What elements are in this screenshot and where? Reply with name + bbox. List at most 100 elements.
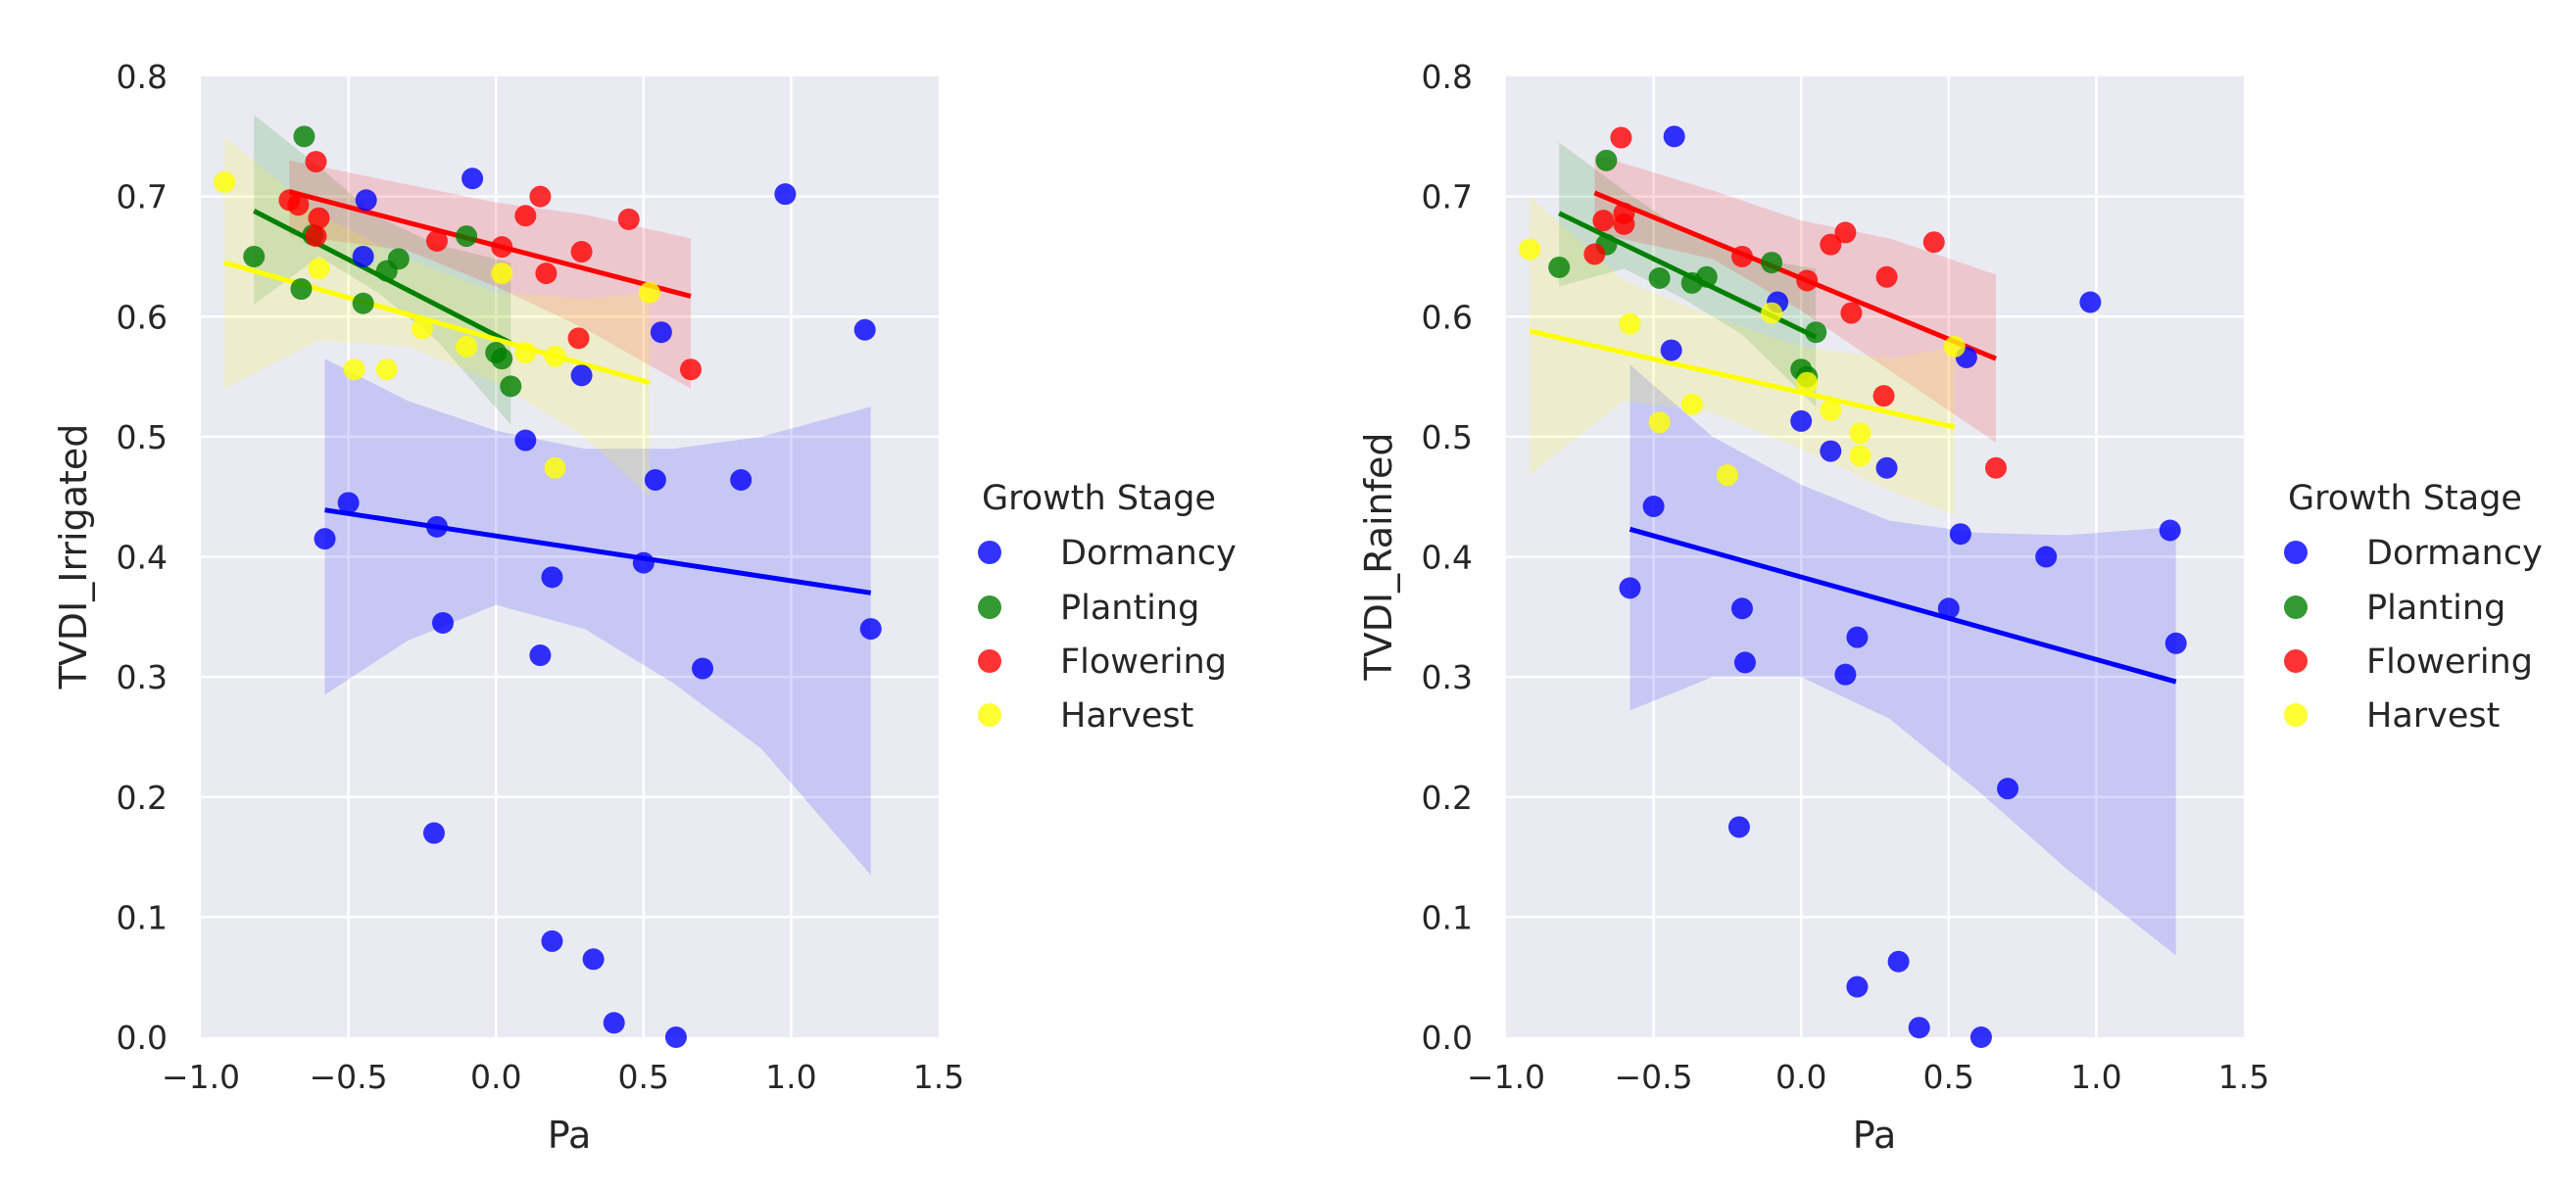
ci-band-harvest bbox=[1530, 196, 1955, 515]
x-tick-label: −0.5 bbox=[310, 1058, 388, 1096]
legend-label-flowering: Flowering bbox=[1060, 643, 1227, 682]
point-dormancy bbox=[2035, 546, 2058, 568]
y-axis-label: TVDI_Rainfed bbox=[1357, 432, 1400, 681]
point-dormancy bbox=[352, 245, 374, 267]
y-tick-label: 0.7 bbox=[1422, 178, 1473, 216]
point-dormancy bbox=[337, 492, 360, 514]
point-planting bbox=[491, 348, 513, 370]
point-dormancy bbox=[774, 183, 797, 206]
point-flowering bbox=[287, 194, 310, 216]
point-planting bbox=[500, 375, 522, 398]
point-harvest bbox=[214, 170, 236, 193]
fit-line-harvest bbox=[1529, 328, 1956, 430]
point-harvest bbox=[1519, 238, 1541, 261]
point-planting bbox=[290, 278, 313, 301]
legend-marker-harvest bbox=[978, 703, 1001, 727]
point-dormancy bbox=[570, 364, 593, 387]
x-tick-label: 0.0 bbox=[470, 1058, 521, 1096]
point-harvest bbox=[1619, 312, 1641, 335]
point-harvest bbox=[1820, 399, 1842, 421]
point-dormancy bbox=[462, 167, 484, 190]
legend-item-flowering: Flowering bbox=[978, 643, 1227, 682]
point-dormancy bbox=[1820, 440, 1842, 462]
point-flowering bbox=[514, 205, 537, 227]
legend-marker-planting bbox=[2284, 596, 2308, 619]
ci-band-dormancy bbox=[1629, 364, 2176, 956]
y-tick-label: 0.2 bbox=[1422, 779, 1473, 817]
ci-band-harvest bbox=[224, 136, 650, 498]
y-axis-label: TVDI_Irrigated bbox=[52, 424, 95, 691]
point-dormancy bbox=[541, 566, 563, 589]
point-planting bbox=[1805, 321, 1827, 344]
point-flowering bbox=[1610, 126, 1632, 149]
legend-marker-flowering bbox=[978, 649, 1001, 673]
point-flowering bbox=[305, 151, 327, 173]
point-dormancy bbox=[1937, 597, 1960, 620]
point-planting bbox=[456, 225, 478, 248]
point-flowering bbox=[491, 236, 513, 259]
point-harvest bbox=[1849, 445, 1871, 467]
y-tick-label: 0.0 bbox=[117, 1019, 168, 1057]
point-dormancy bbox=[355, 189, 377, 212]
y-tick-label: 0.3 bbox=[117, 658, 168, 696]
point-dormancy bbox=[2164, 632, 2187, 654]
legend-item-planting: Planting bbox=[978, 589, 1199, 628]
point-harvest bbox=[375, 358, 398, 381]
point-dormancy bbox=[1790, 409, 1813, 432]
point-dormancy bbox=[603, 1012, 625, 1034]
point-flowering bbox=[308, 207, 330, 229]
point-flowering bbox=[1984, 456, 2007, 479]
point-flowering bbox=[535, 262, 558, 285]
point-planting bbox=[1595, 149, 1618, 171]
point-flowering bbox=[305, 225, 327, 248]
y-tick-label: 0.6 bbox=[1422, 298, 1473, 336]
legend-label-flowering: Flowering bbox=[2366, 643, 2533, 682]
point-flowering bbox=[1613, 213, 1635, 235]
x-tick-label: −0.5 bbox=[1615, 1058, 1693, 1096]
point-dormancy bbox=[1969, 1026, 1992, 1048]
x-tick-label: 1.5 bbox=[913, 1058, 964, 1096]
point-flowering bbox=[1730, 245, 1753, 267]
y-tick-label: 0.5 bbox=[1422, 418, 1473, 456]
y-tick-label: 0.1 bbox=[1422, 898, 1473, 936]
legend-marker-flowering bbox=[2284, 649, 2308, 673]
point-flowering bbox=[1875, 265, 1898, 288]
point-harvest bbox=[1943, 335, 1966, 357]
fit-line-dormancy bbox=[324, 507, 872, 596]
x-tick-label: 0.5 bbox=[618, 1058, 669, 1096]
point-planting bbox=[1648, 267, 1671, 290]
point-dormancy bbox=[853, 318, 876, 341]
x-tick-label: 1.0 bbox=[765, 1058, 816, 1096]
point-harvest bbox=[1648, 411, 1671, 434]
point-dormancy bbox=[2079, 291, 2102, 313]
point-dormancy bbox=[582, 948, 605, 971]
y-tick-label: 0.2 bbox=[117, 779, 168, 817]
y-tick-label: 0.5 bbox=[117, 418, 168, 456]
legend-title: Growth Stage bbox=[982, 479, 1216, 518]
point-flowering bbox=[1922, 231, 1945, 254]
point-flowering bbox=[1872, 385, 1895, 407]
point-dormancy bbox=[1949, 523, 1971, 546]
point-harvest bbox=[491, 262, 513, 285]
point-dormancy bbox=[541, 929, 563, 952]
point-dormancy bbox=[1733, 651, 1756, 674]
point-flowering bbox=[570, 241, 593, 263]
point-planting bbox=[243, 245, 266, 267]
x-tick-label: −1.0 bbox=[162, 1058, 240, 1096]
point-harvest bbox=[1680, 393, 1703, 415]
point-flowering bbox=[1834, 221, 1857, 244]
legend-marker-dormancy bbox=[2284, 541, 2308, 564]
point-harvest bbox=[1849, 422, 1871, 445]
x-axis-label: Pa bbox=[548, 1114, 592, 1157]
point-dormancy bbox=[431, 611, 454, 634]
point-dormancy bbox=[644, 469, 666, 492]
y-tick-label: 0.7 bbox=[117, 178, 168, 216]
point-planting bbox=[293, 125, 316, 148]
point-harvest bbox=[456, 335, 478, 357]
point-dormancy bbox=[1997, 778, 2019, 800]
legend-marker-dormancy bbox=[978, 541, 1001, 564]
point-dormancy bbox=[1642, 495, 1665, 517]
legend-label-dormancy: Dormancy bbox=[1060, 534, 1237, 573]
point-dormancy bbox=[514, 429, 537, 452]
